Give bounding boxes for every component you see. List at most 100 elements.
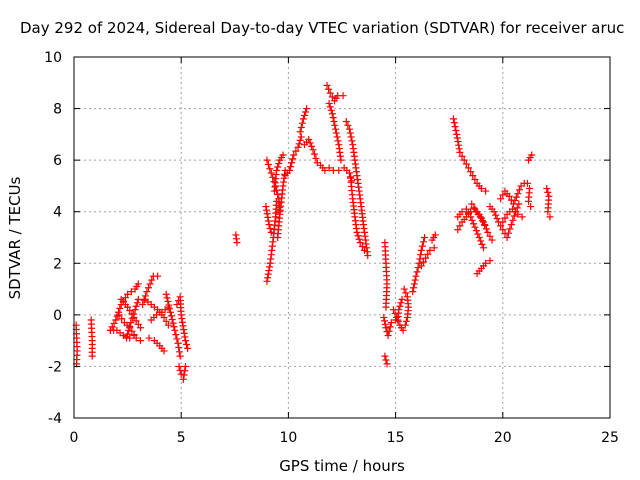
data-point [381,317,389,325]
data-point [467,168,475,176]
data-point [510,212,518,220]
data-point [262,203,270,211]
data-point [472,227,480,235]
data-point [264,217,272,225]
data-point [358,243,366,251]
data-point [455,145,463,153]
data-point [294,143,302,151]
data-point [292,147,300,155]
plot-frame [73,56,611,419]
data-point [296,128,304,136]
x-tick-label: 10 [279,430,297,446]
data-point [123,334,131,342]
data-point [419,258,427,266]
data-point [401,321,409,329]
data-point [382,303,390,311]
data-point [402,317,410,325]
data-point [323,81,331,89]
data-point [174,339,182,347]
data-point [303,105,311,113]
data-point [263,210,271,218]
data-point [263,277,271,285]
data-point [143,288,151,296]
data-point [264,160,272,168]
data-point [474,230,482,238]
data-point [477,185,485,193]
data-point [484,228,492,236]
data-point [515,186,523,194]
data-point [397,299,405,307]
data-point [464,164,472,172]
data-point [523,179,531,187]
data-point [133,299,141,307]
data-point [154,272,162,280]
grid-lines [74,57,610,418]
data-point [175,344,183,352]
data-point [274,163,282,171]
data-point [325,164,333,172]
data-point [417,262,425,270]
data-point [162,290,170,298]
data-point [128,314,136,322]
data-point [184,344,192,352]
data-point [464,209,472,217]
data-point [88,352,96,360]
data-point [478,217,486,225]
data-point [356,239,364,247]
data-point [332,129,340,137]
data-point [348,137,356,145]
data-point [453,130,461,138]
data-point [381,352,389,360]
data-point [180,371,188,379]
data-point [513,204,521,212]
data-point [178,318,186,326]
data-point [160,313,168,321]
data-point [383,360,391,368]
data-point [450,119,458,127]
data-point [361,246,369,254]
x-tick-label: 20 [494,430,512,446]
data-point [482,187,490,195]
data-point [181,367,189,375]
data-point [115,311,123,319]
data-point [289,155,297,163]
data-point [460,156,468,164]
y-tick-label: 6 [53,153,62,169]
data-point [308,142,316,150]
data-point [411,276,419,284]
data-point [299,115,307,123]
y-tick-label: 0 [53,308,62,324]
y-tick-label: -4 [48,411,62,427]
data-point [326,103,334,111]
data-point [458,208,466,216]
data-point [339,92,347,100]
data-point [386,323,394,331]
y-tick-label: 10 [44,50,62,66]
data-point [385,327,393,335]
data-point [458,152,466,160]
data-point [295,140,303,148]
data-point [467,213,475,221]
data-point [296,136,304,144]
y-tick-label: 8 [53,102,62,118]
data-point [139,301,147,309]
data-point [164,321,172,329]
data-point [499,191,507,199]
data-point [422,254,430,262]
data-point [264,274,272,282]
data-point [166,308,174,316]
y-tick-label: -2 [48,359,62,375]
data-point [337,156,345,164]
x-tick-label: 15 [387,430,405,446]
data-point [454,226,462,234]
x-axis-label: GPS time / hours [279,457,405,475]
data-point [497,222,505,230]
data-point [141,292,149,300]
data-point [468,216,476,224]
data-point [273,166,281,174]
data-point [125,326,133,334]
data-point [172,331,180,339]
data-point [266,263,274,271]
data-point [471,223,479,231]
